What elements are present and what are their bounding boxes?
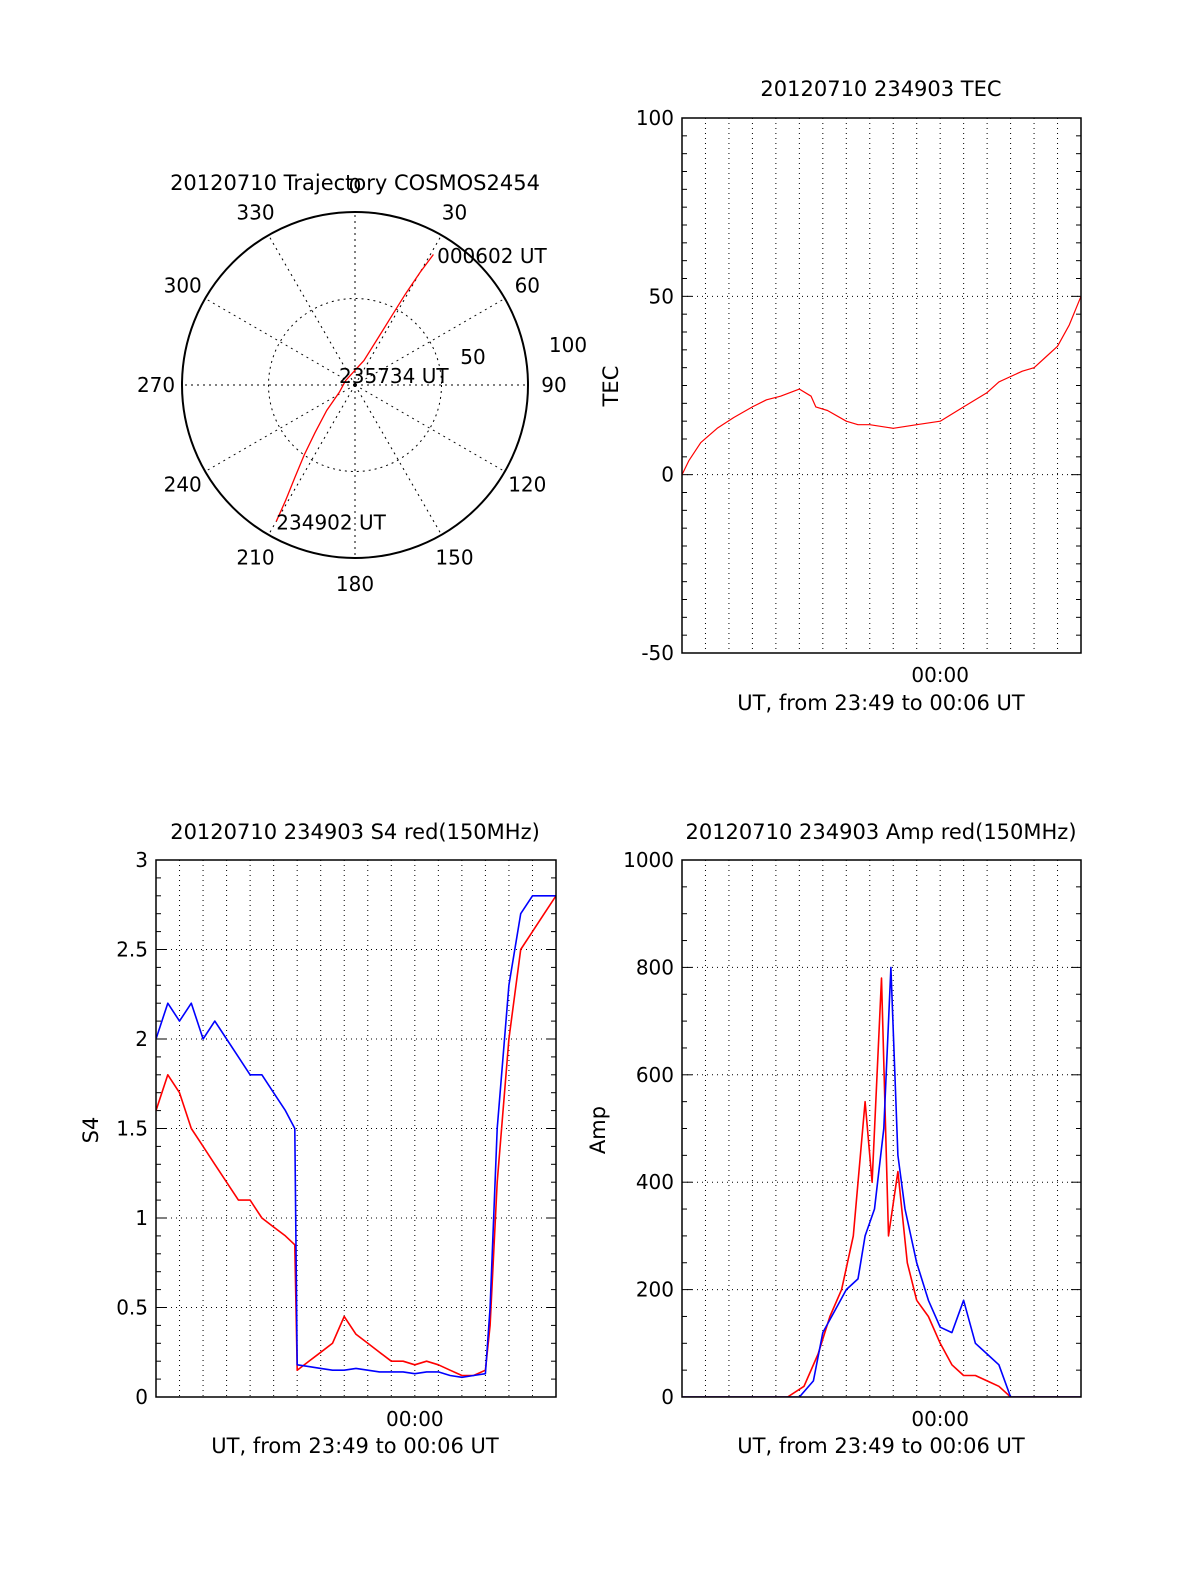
polar-spoke <box>204 384 356 472</box>
amp-ylabel: Amp <box>586 1106 610 1154</box>
polar-azimuth-label: 270 <box>137 373 175 397</box>
tec-title: 20120710 234903 TEC <box>760 77 1001 101</box>
polar-ring-label: 100 <box>549 333 587 357</box>
polar-time-annotation: 000602 UT <box>437 244 547 268</box>
polar-trajectory-panel: 20120710 Trajectory COSMOS2454 0 30 60 90 12… <box>137 171 587 596</box>
y-tick-label: -50 <box>641 641 674 665</box>
amp-panel: 20120710 234903 Amp red(150MHz) Amp UT, … <box>586 820 1082 1458</box>
y-tick-label: 1000 <box>623 848 674 872</box>
y-tick-label: 0 <box>135 1385 148 1409</box>
polar-azimuth-label: 240 <box>164 472 202 496</box>
y-tick-label: 2.5 <box>116 938 148 962</box>
polar-time-annotation: 235734 UT <box>339 364 449 388</box>
y-tick-label: 2 <box>135 1027 148 1051</box>
y-tick-label: 1.5 <box>116 1117 148 1141</box>
x-tick-label: 00:00 <box>911 663 969 687</box>
polar-spoke <box>354 234 442 386</box>
y-tick-label: 200 <box>636 1278 674 1302</box>
s4-xlabel: UT, from 23:49 to 00:06 UT <box>211 1434 499 1458</box>
tec-panel: 20120710 234903 TEC TEC UT, from 23:49 t… <box>599 77 1082 715</box>
amp-xlabel: UT, from 23:49 to 00:06 UT <box>737 1434 1025 1458</box>
y-tick-label: 0 <box>661 1385 674 1409</box>
y-tick-label: 600 <box>636 1063 674 1087</box>
series-line-1 <box>156 895 556 1377</box>
polar-outer-circle <box>181 211 529 559</box>
y-tick-label: 800 <box>636 955 674 979</box>
polar-spoke <box>268 384 356 536</box>
polar-azimuth-label: 30 <box>442 201 467 225</box>
series-line-2 <box>156 895 556 1379</box>
polar-azimuth-label: 180 <box>336 572 374 596</box>
polar-azimuth-label: 150 <box>435 545 473 569</box>
polar-grid <box>181 211 529 559</box>
y-tick-label: 400 <box>636 1170 674 1194</box>
tec-xlabel: UT, from 23:49 to 00:06 UT <box>737 691 1025 715</box>
y-tick-label: 50 <box>649 284 674 308</box>
polar-spoke <box>354 298 506 386</box>
series-group <box>682 966 1081 1397</box>
polar-ring-50 <box>268 298 442 472</box>
polar-spoke <box>354 384 442 536</box>
y-tick-label: 1 <box>135 1206 148 1230</box>
s4-plot-area: 0 0.5 1 1.5 2 2.5 3 00:00 <box>116 848 557 1431</box>
polar-time-annotation: 234902 UT <box>276 510 386 534</box>
x-tick-label: 00:00 <box>386 1407 444 1431</box>
plot-frame <box>681 859 1082 1398</box>
polar-title: 20120710 Trajectory COSMOS2454 <box>170 171 540 195</box>
series-line-2 <box>682 966 1081 1397</box>
polar-azimuth-label: 330 <box>236 201 274 225</box>
polar-ring-label: 50 <box>460 345 485 369</box>
y-tick-label: 100 <box>636 106 674 130</box>
series-group <box>682 296 1081 475</box>
polar-azimuth-label: 210 <box>236 545 274 569</box>
polar-azimuth-label: 300 <box>164 274 202 298</box>
polar-labels: 0 30 60 90 120 150 180 210 240 270 300 330 50 100 0006… <box>137 174 587 596</box>
polar-spoke <box>354 384 506 472</box>
s4-panel: 20120710 234903 S4 red(150MHz) S4 UT, fr… <box>79 820 557 1458</box>
y-tick-label: 0.5 <box>116 1296 148 1320</box>
plot-frame <box>155 859 557 1398</box>
s4-ylabel: S4 <box>79 1117 103 1144</box>
series-group <box>156 895 556 1379</box>
tec-ylabel: TEC <box>599 366 623 408</box>
polar-track-line <box>275 254 434 522</box>
series-line-1 <box>682 296 1081 475</box>
plot-frame <box>681 117 1082 654</box>
polar-azimuth-label: 0 <box>349 174 362 198</box>
x-tick-label: 00:00 <box>911 1407 969 1431</box>
amp-plot-area: 0 200 400 600 800 1000 00:00 <box>623 848 1082 1431</box>
series-line-1 <box>682 977 1081 1397</box>
polar-track <box>275 254 434 522</box>
polar-spoke <box>268 234 356 386</box>
amp-title: 20120710 234903 Amp red(150MHz) <box>685 820 1076 844</box>
s4-title: 20120710 234903 S4 red(150MHz) <box>170 820 540 844</box>
tec-plot-area: -50 0 50 100 00:00 <box>636 106 1082 687</box>
polar-azimuth-label: 120 <box>508 472 546 496</box>
y-tick-label: 3 <box>135 848 148 872</box>
y-tick-label: 0 <box>661 463 674 487</box>
polar-azimuth-label: 60 <box>515 274 540 298</box>
polar-spoke <box>204 298 356 386</box>
polar-azimuth-label: 90 <box>541 373 566 397</box>
